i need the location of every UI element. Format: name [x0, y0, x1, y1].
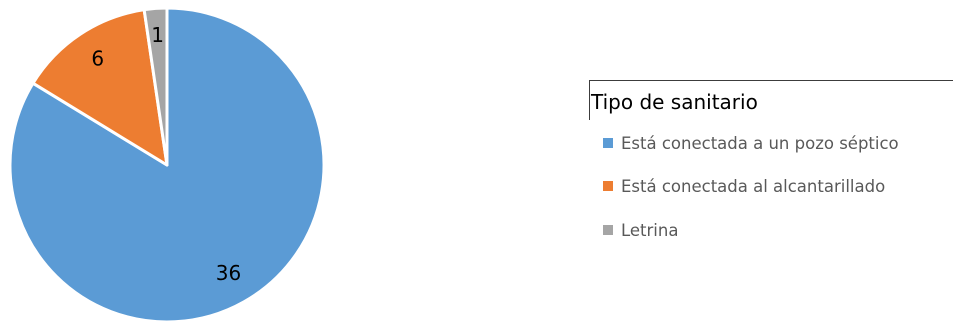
pie-slice-label-1: 6: [91, 47, 104, 71]
legend-label-pozo-septico: Está conectada a un pozo séptico: [621, 133, 899, 153]
pie-slice-label-2: 1: [151, 23, 164, 47]
legend-label-alcantarillado: Está conectada al alcantarillado: [621, 176, 886, 196]
legend-title: Tipo de sanitario: [591, 90, 758, 114]
legend-item-pozo-septico: Está conectada a un pozo séptico: [603, 131, 899, 155]
pie-slice-2: [142, 6, 169, 167]
legend-swatch-pozo-septico: [603, 138, 613, 148]
legend-swatch-letrina: [603, 225, 613, 235]
legend-item-alcantarillado: Está conectada al alcantarillado: [603, 174, 885, 198]
legend-label-letrina: Letrina: [621, 220, 679, 240]
legend-item-letrina: Letrina: [603, 218, 678, 242]
legend-swatch-alcantarillado: [603, 181, 613, 191]
legend-frame: [589, 80, 953, 120]
pie-slice-label-0: 36: [216, 261, 241, 285]
pie-slice-1: [31, 8, 169, 167]
legend: Tipo de sanitario Está conectada a un po…: [589, 80, 953, 250]
